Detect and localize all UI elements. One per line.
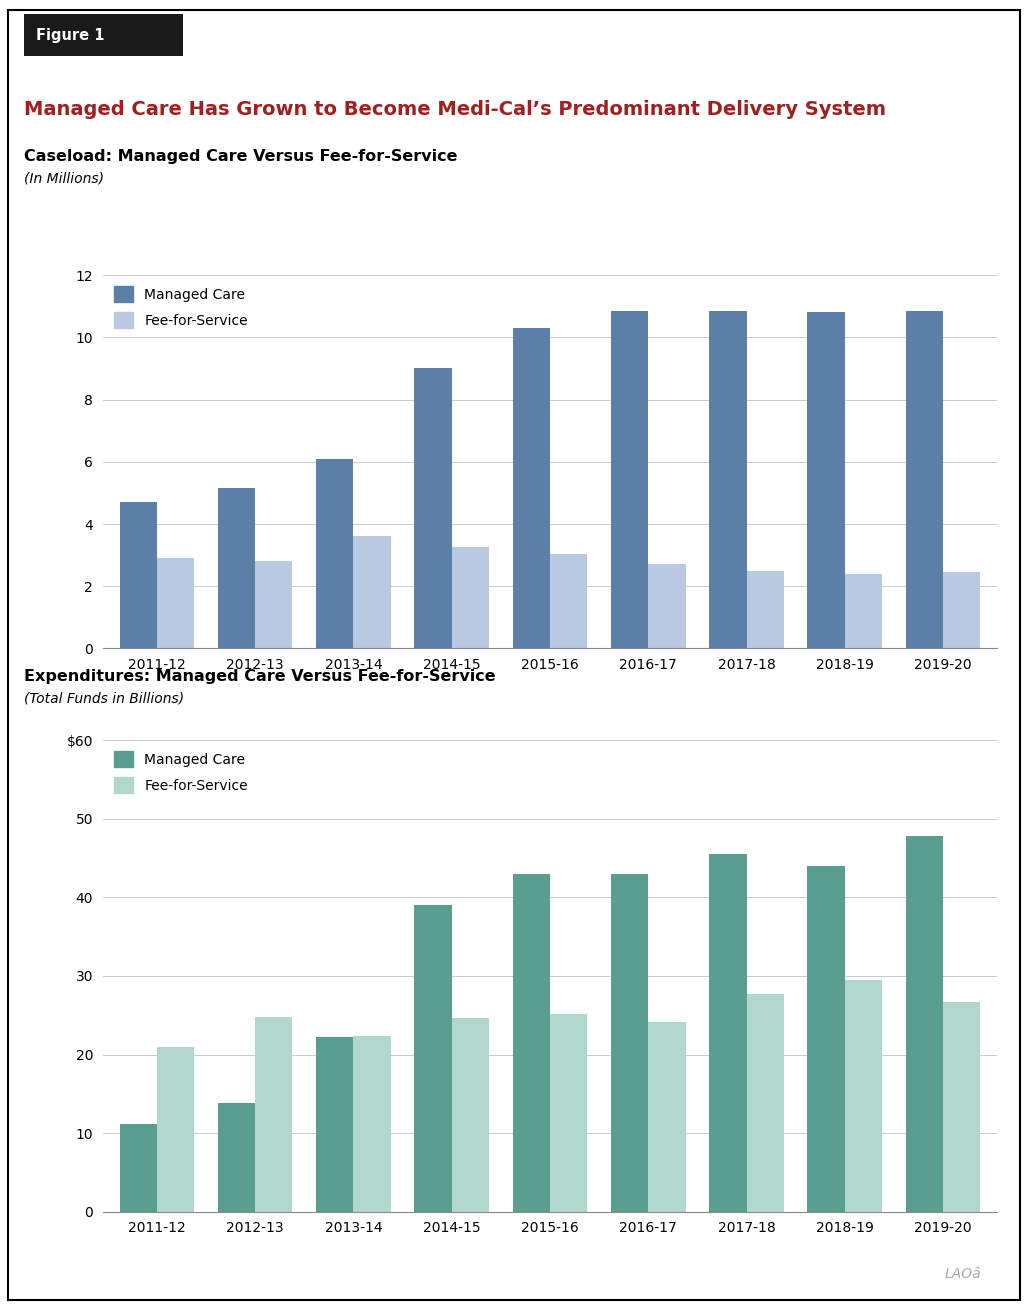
Bar	[709, 310, 746, 648]
Bar	[807, 866, 845, 1212]
Text: LAOâ: LAOâ	[945, 1267, 982, 1281]
Bar	[649, 565, 686, 648]
Bar	[414, 905, 451, 1212]
Bar	[611, 310, 649, 648]
Bar	[746, 571, 784, 648]
Bar	[513, 328, 550, 648]
Bar	[746, 994, 784, 1212]
Legend: Managed Care, Fee-for-Service: Managed Care, Fee-for-Service	[110, 747, 252, 798]
Bar	[451, 1018, 489, 1212]
Bar	[943, 1002, 981, 1212]
Bar	[218, 489, 255, 648]
Text: (In Millions): (In Millions)	[24, 172, 104, 186]
Text: (Total Funds in Billions): (Total Funds in Billions)	[24, 692, 184, 706]
Bar	[157, 558, 194, 648]
Bar	[906, 836, 943, 1212]
Bar	[316, 1038, 354, 1212]
Bar	[611, 874, 649, 1212]
Bar	[807, 312, 845, 648]
Bar	[845, 980, 882, 1212]
Bar	[119, 502, 157, 648]
Text: Managed Care Has Grown to Become Medi-Cal’s Predominant Delivery System: Managed Care Has Grown to Become Medi-Ca…	[24, 100, 886, 119]
Bar	[649, 1022, 686, 1212]
Bar	[316, 458, 354, 648]
Bar	[157, 1047, 194, 1212]
Bar	[354, 537, 391, 648]
Text: Expenditures: Managed Care Versus Fee-for-Service: Expenditures: Managed Care Versus Fee-fo…	[24, 669, 495, 684]
Bar	[451, 548, 489, 648]
Bar	[414, 368, 451, 648]
Text: Caseload: Managed Care Versus Fee-for-Service: Caseload: Managed Care Versus Fee-for-Se…	[24, 149, 457, 164]
Bar	[255, 1017, 293, 1212]
Bar	[550, 554, 587, 648]
Bar	[845, 574, 882, 648]
Bar	[709, 854, 746, 1212]
Legend: Managed Care, Fee-for-Service: Managed Care, Fee-for-Service	[110, 282, 252, 333]
Bar	[550, 1014, 587, 1212]
Bar	[943, 572, 981, 648]
Bar	[513, 874, 550, 1212]
Bar	[119, 1124, 157, 1212]
Bar	[354, 1036, 391, 1212]
Text: Figure 1: Figure 1	[36, 28, 105, 43]
Bar	[218, 1103, 255, 1212]
Bar	[906, 310, 943, 648]
Bar	[255, 561, 293, 648]
